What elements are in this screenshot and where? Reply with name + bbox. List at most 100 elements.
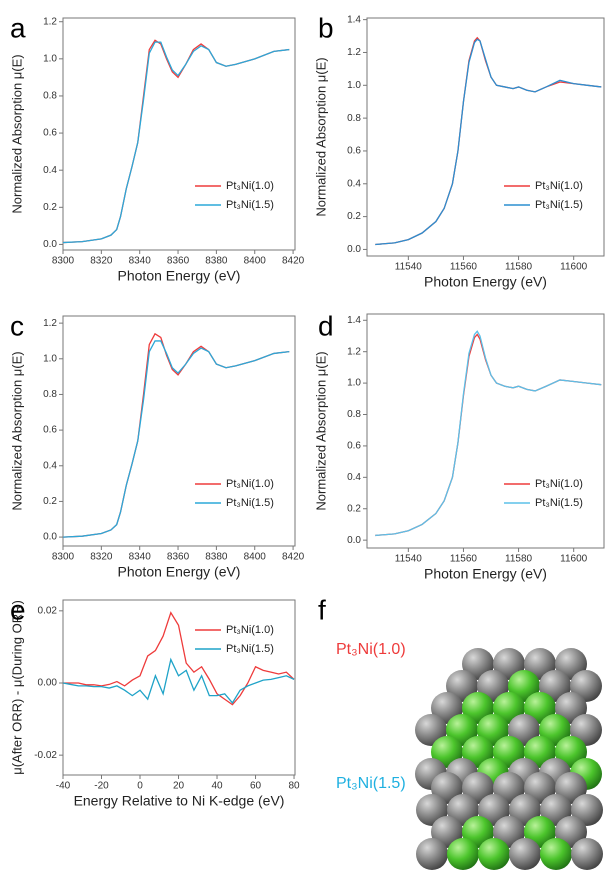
x-tick-label: 11600: [560, 262, 588, 273]
y-tick-label: -0.02: [34, 750, 57, 761]
x-axis-title: Energy Relative to Ni K-edge (eV): [74, 793, 285, 809]
atom: [540, 838, 572, 870]
y-tick-label: 0.02: [38, 605, 58, 616]
panel-letter: e: [10, 594, 26, 625]
x-tick-label: 8320: [90, 256, 113, 267]
x-tick-label: 8340: [129, 552, 152, 563]
plot-frame: [366, 313, 605, 549]
y-tick-label: 0.0: [43, 532, 57, 543]
x-tick-label: 8380: [205, 552, 228, 563]
y-axis-title: Normalized Absorption μ(E): [313, 57, 328, 216]
y-tick-label: 0.4: [43, 165, 57, 176]
y-tick-label: 0.0: [347, 535, 361, 546]
x-tick-label: 8340: [129, 256, 152, 267]
x-tick-label: 8380: [205, 256, 228, 267]
panel-letter: b: [318, 12, 334, 43]
y-tick-label: 0.00: [38, 678, 58, 689]
y-tick-label: 0.6: [43, 128, 57, 139]
x-tick-label: -20: [94, 781, 109, 792]
y-tick-label: 1.0: [43, 353, 57, 364]
plot-frame: [366, 17, 605, 257]
legend-label: Pt₃Ni(1.5): [535, 199, 583, 211]
panel-letter: a: [10, 12, 26, 43]
y-tick-label: 0.8: [347, 113, 361, 124]
atom: [415, 714, 447, 746]
panel-letter: d: [318, 310, 334, 341]
y-tick-label: 0.0: [347, 244, 361, 255]
series-line: [62, 41, 290, 244]
x-tick-label: 20: [173, 781, 185, 792]
x-tick-label: 8400: [244, 256, 267, 267]
x-tick-label: 8300: [52, 552, 75, 563]
y-tick-label: 0.4: [347, 178, 361, 189]
y-tick-label: 0.8: [43, 91, 57, 102]
y-tick-label: 0.6: [347, 441, 361, 452]
x-tick-label: 80: [288, 781, 300, 792]
y-tick-label: 0.8: [347, 409, 361, 420]
panel-letter: f: [318, 594, 326, 625]
x-tick-label: 11560: [450, 262, 478, 273]
y-tick-label: 0.8: [43, 389, 57, 400]
x-tick-label: 11580: [505, 262, 533, 273]
x-tick-label: 60: [250, 781, 262, 792]
x-tick-label: 8360: [167, 552, 190, 563]
plot-frame: [62, 315, 296, 547]
y-tick-label: 1.4: [347, 315, 361, 326]
y-axis-title: Normalized Absorption μ(E): [313, 351, 328, 510]
y-axis-title: Normalized Absorption μ(E): [9, 54, 24, 213]
y-tick-label: 0.2: [43, 496, 57, 507]
structure-label: Pt₃Ni(1.5): [336, 775, 406, 792]
x-axis-title: Photon Energy (eV): [424, 566, 547, 582]
y-tick-label: 1.2: [347, 47, 361, 58]
legend-label: Pt₃Ni(1.0): [226, 624, 274, 636]
y-tick-label: 1.2: [347, 346, 361, 357]
series-line: [62, 39, 290, 244]
legend-label: Pt₃Ni(1.5): [226, 497, 274, 509]
series-line: [63, 611, 295, 706]
y-tick-label: 1.0: [347, 378, 361, 389]
series-line: [62, 340, 290, 538]
x-tick-label: 0: [137, 781, 143, 792]
atom: [571, 794, 603, 826]
atom: [478, 838, 510, 870]
atom: [416, 838, 448, 870]
y-tick-label: 1.0: [347, 80, 361, 91]
x-tick-label: -40: [56, 781, 71, 792]
y-tick-label: 0.6: [347, 146, 361, 157]
x-tick-label: 8420: [282, 256, 305, 267]
x-axis-title: Photon Energy (eV): [118, 564, 241, 580]
y-tick-label: 1.0: [43, 53, 57, 64]
atom: [571, 838, 603, 870]
y-tick-label: 0.2: [347, 211, 361, 222]
y-tick-label: 0.4: [43, 460, 57, 471]
series-line: [375, 38, 602, 246]
y-axis-title: μ(After ORR) - μ(During ORR): [9, 600, 24, 775]
panel-letter: c: [10, 310, 24, 341]
x-tick-label: 11580: [505, 554, 533, 565]
y-tick-label: 1.2: [43, 318, 57, 329]
x-tick-label: 8400: [244, 552, 267, 563]
legend-label: Pt₃Ni(1.0): [226, 478, 274, 490]
x-axis-title: Photon Energy (eV): [424, 274, 547, 290]
x-tick-label: 11600: [560, 554, 588, 565]
atom: [447, 838, 479, 870]
plot-frame: [62, 17, 296, 251]
y-tick-label: 1.2: [43, 16, 57, 27]
y-tick-label: 0.2: [43, 202, 57, 213]
x-tick-label: 8360: [167, 256, 190, 267]
atom: [509, 838, 541, 870]
x-tick-label: 8420: [282, 552, 305, 563]
legend-label: Pt₃Ni(1.5): [226, 643, 274, 655]
legend-label: Pt₃Ni(1.5): [226, 199, 274, 211]
structure-label: Pt₃Ni(1.0): [336, 641, 406, 658]
y-tick-label: 0.4: [347, 472, 361, 483]
legend-label: Pt₃Ni(1.0): [226, 180, 274, 192]
legend-label: Pt₃Ni(1.0): [535, 478, 583, 490]
x-tick-label: 11540: [395, 554, 423, 565]
structure-diagram: f Pt₃Ni(1.0) Pt₃Ni(1.5): [318, 594, 603, 870]
x-tick-label: 11540: [395, 262, 423, 273]
y-axis-title: Normalized Absorption μ(E): [9, 351, 24, 510]
y-tick-label: 1.4: [347, 14, 361, 25]
series-line: [62, 657, 295, 704]
